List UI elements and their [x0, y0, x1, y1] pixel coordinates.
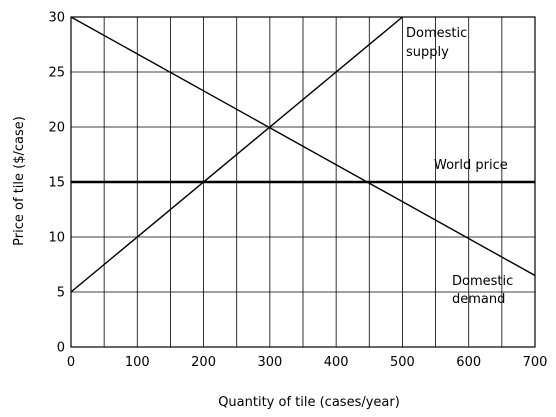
domestic-demand-label-line-1: Domestic	[452, 274, 513, 289]
y-tick-label: 15	[48, 176, 65, 191]
domestic-supply-label-line-2: supply	[406, 45, 449, 60]
domestic-supply-label-line-1: Domestic	[406, 26, 467, 41]
x-tick-label: 400	[324, 355, 349, 370]
x-tick-label: 200	[191, 355, 216, 370]
x-axis-label: Quantity of tile (cases/year)	[218, 395, 400, 410]
y-tick-label: 25	[48, 66, 65, 81]
domestic-demand-line	[70, 16, 536, 277]
domestic-demand-label-line-2: demand	[452, 292, 505, 307]
x-tick-label: 0	[67, 355, 75, 370]
x-tick-label: 300	[257, 355, 282, 370]
x-tick-label: 700	[523, 355, 548, 370]
domestic-supply-label: Domestic supply	[406, 26, 471, 60]
y-tick-label: 5	[57, 286, 65, 301]
world-price-label: World price	[434, 158, 508, 173]
domestic-supply-line	[70, 16, 403, 293]
y-tick-label: 20	[48, 121, 65, 136]
plot-frame	[70, 16, 536, 348]
x-tick-label: 100	[125, 355, 150, 370]
y-tick-label: 10	[48, 231, 65, 246]
y-tick-label: 30	[48, 11, 65, 26]
x-tick-label: 600	[456, 355, 481, 370]
y-axis-label: Price of tile ($/case)	[12, 116, 27, 246]
series-layer	[70, 16, 536, 293]
domestic-demand-label: Domestic demand	[452, 274, 517, 307]
y-tick-label: 0	[57, 341, 65, 356]
world-price-label-line-1: World price	[434, 158, 508, 173]
x-axis-ticks: 0 100 200 300 400 500 600 700	[67, 355, 548, 370]
x-tick-label: 500	[390, 355, 415, 370]
y-axis-ticks: 0 5 10 15 20 25 30	[48, 11, 65, 356]
